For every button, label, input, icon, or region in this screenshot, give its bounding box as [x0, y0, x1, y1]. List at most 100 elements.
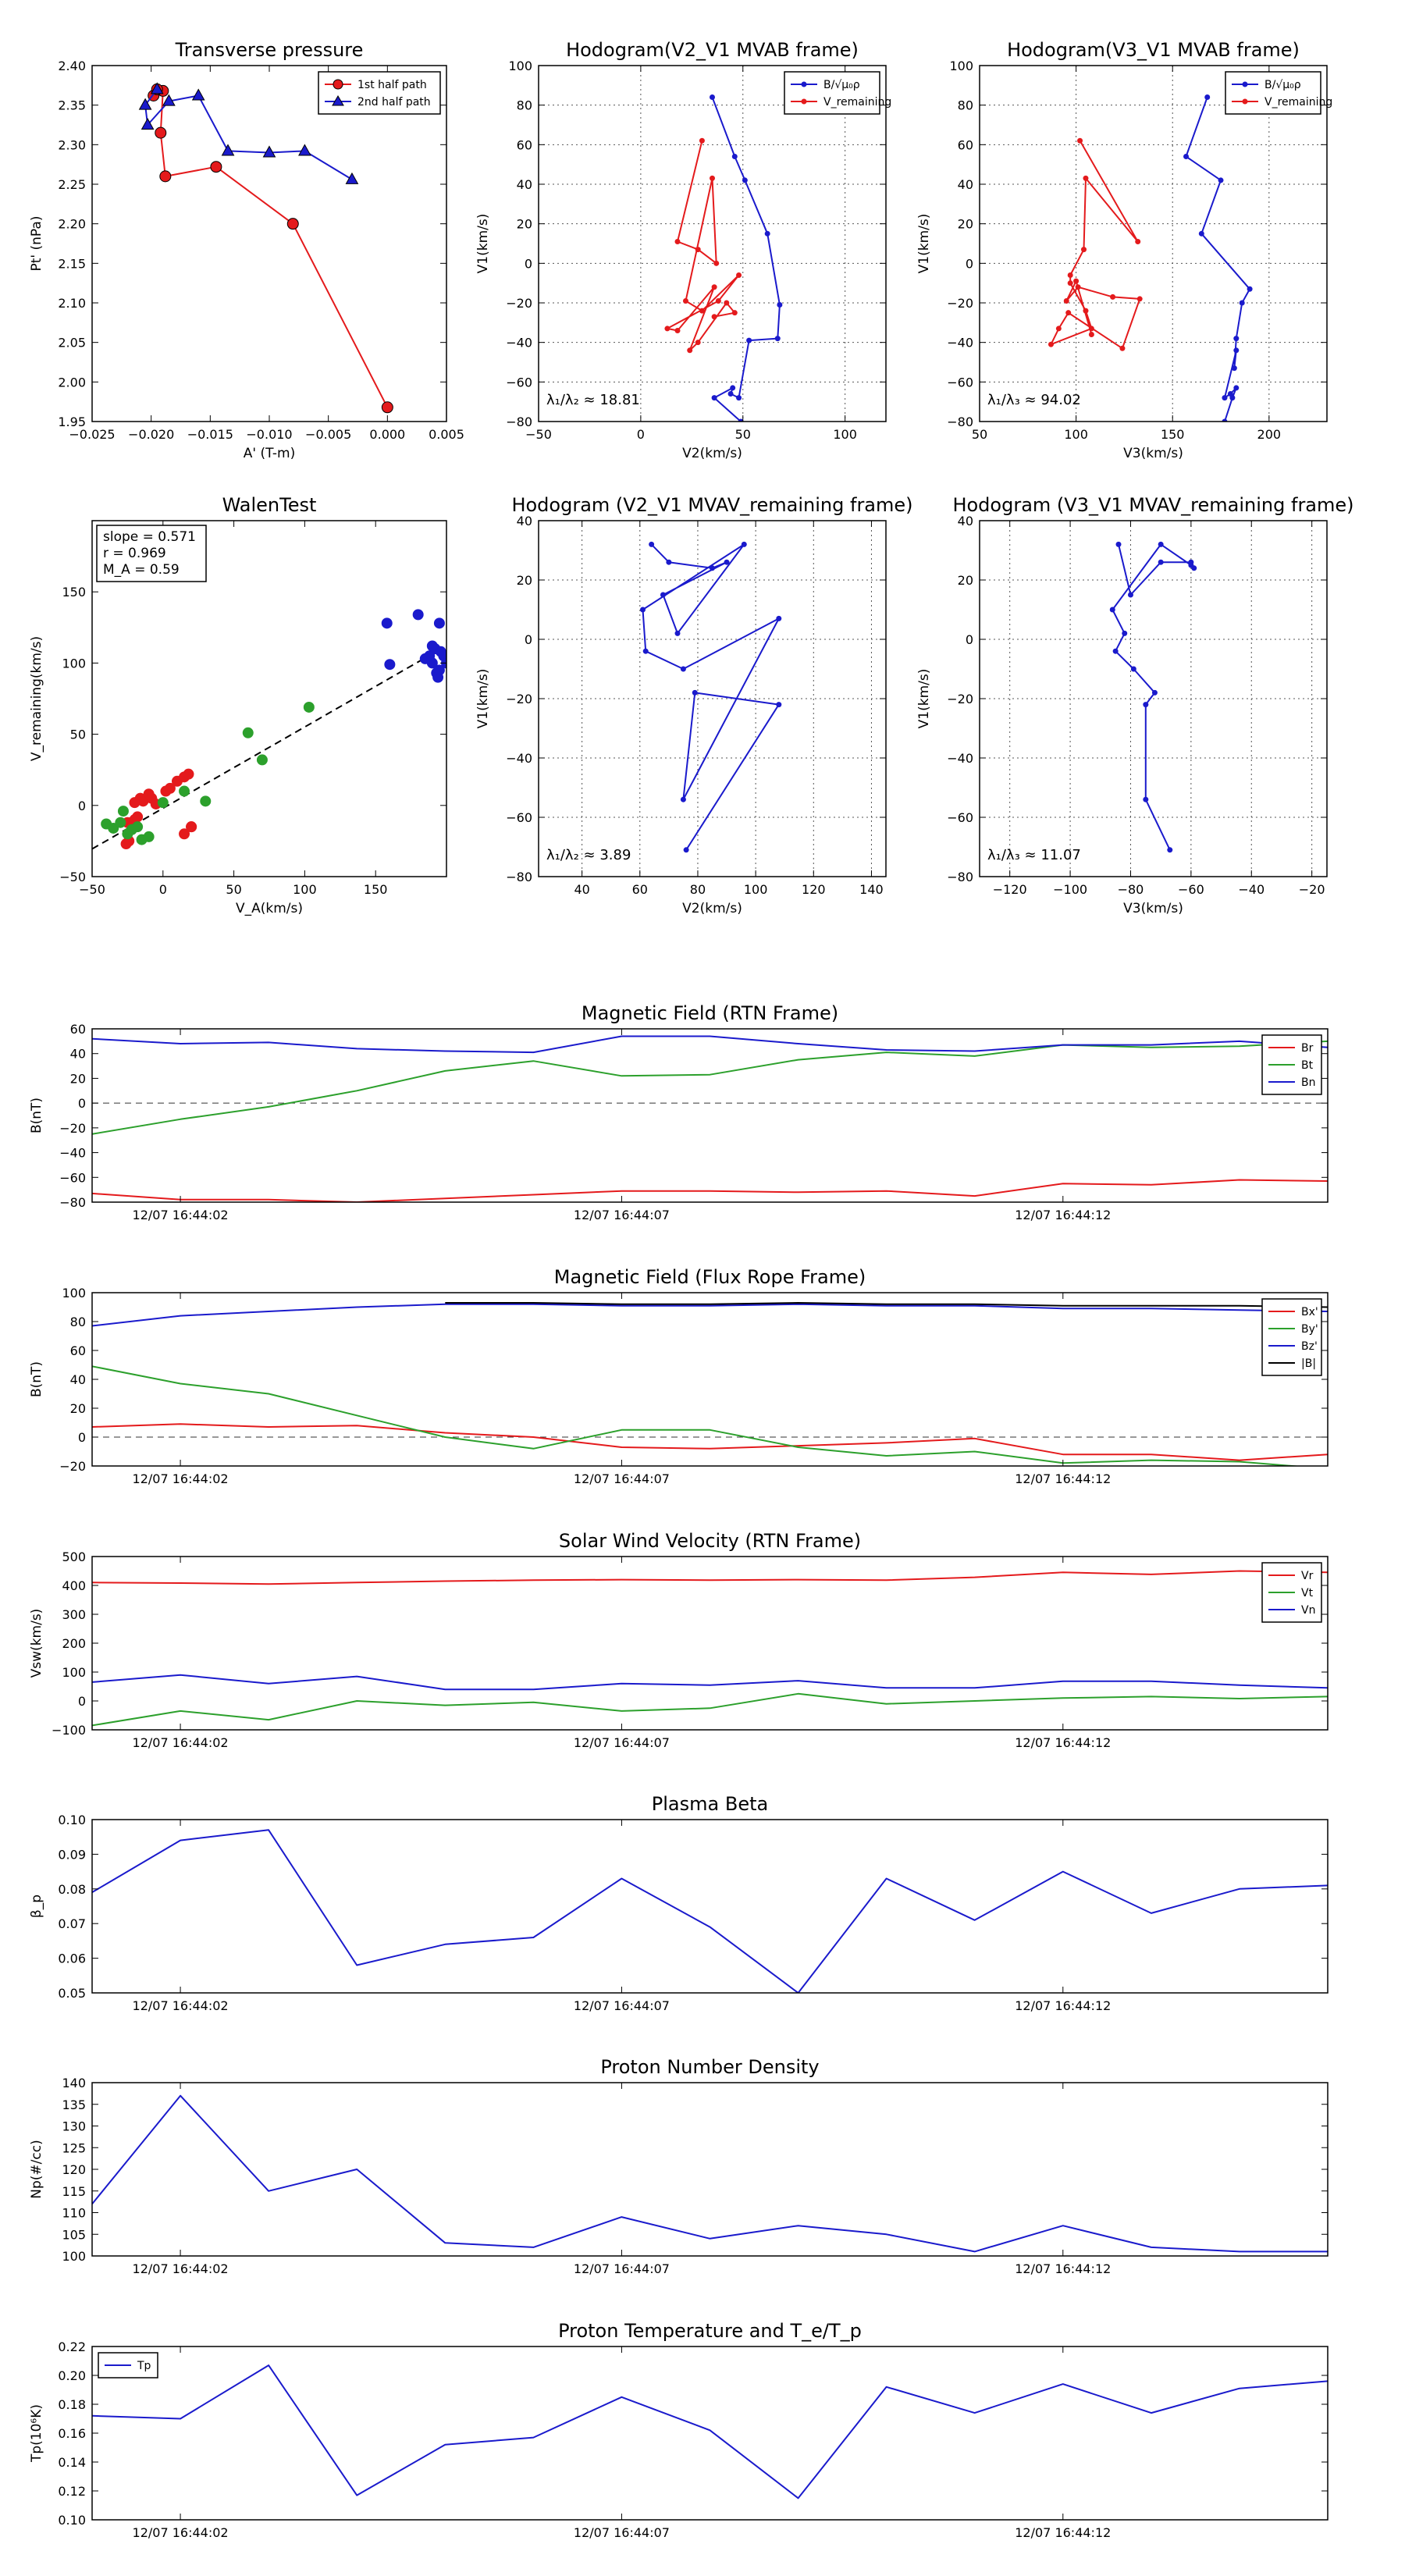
legend-label: Tp [137, 2360, 151, 2372]
eigenvalue-ratio-annotation: λ₁/λ₂ ≈ 18.81 [546, 392, 640, 408]
data-point [1063, 297, 1069, 304]
x-tick-label: 12/07 16:44:12 [1015, 2525, 1111, 2540]
series-vsw-0 [92, 1570, 1328, 1585]
y-tick-label: −20 [506, 296, 532, 311]
y-axis-label: Tp(10⁶K) [29, 2404, 44, 2463]
legend-marker [333, 79, 343, 90]
x-tick-label: 100 [1064, 427, 1088, 442]
data-point [710, 94, 715, 101]
data-point [642, 648, 649, 654]
data-point [711, 395, 717, 401]
y-tick-label: −20 [506, 692, 532, 706]
series-line [152, 88, 389, 408]
data-point [155, 126, 167, 139]
y-tick-label: 110 [62, 2206, 86, 2221]
y-tick-label: 2.30 [58, 137, 86, 152]
y-tick-label: 100 [949, 59, 973, 73]
data-point [1109, 607, 1115, 613]
y-axis-label: B(nT) [29, 1098, 44, 1133]
y-tick-label: −40 [59, 1146, 86, 1161]
data-point [1110, 294, 1116, 300]
y-tick-label: 120 [62, 2162, 86, 2177]
y-tick-label: 40 [958, 177, 973, 192]
plot-frame [91, 1292, 1329, 1467]
data-point [1048, 341, 1054, 347]
data-point [664, 326, 670, 332]
chart-title: Hodogram(V3_V1 MVAB frame) [1007, 39, 1300, 61]
y-tick-label: 130 [62, 2119, 86, 2134]
x-tick-label: 12/07 16:44:07 [574, 2261, 670, 2276]
x-tick-label: −100 [1053, 882, 1087, 897]
y-tick-label: 80 [958, 98, 973, 113]
series-line [92, 1040, 1328, 1135]
data-point [186, 821, 197, 833]
y-tick-label: −40 [506, 336, 532, 350]
legend: Tp [98, 2352, 158, 2379]
legend-label: By' [1301, 1323, 1318, 1336]
x-axis-label: V3(km/s) [1123, 446, 1183, 461]
data-point [157, 797, 169, 809]
data-point [764, 230, 770, 237]
data-point [164, 782, 176, 794]
y-tick-label: 100 [62, 656, 86, 671]
y-tick-label: −80 [59, 1195, 86, 1210]
data-point [200, 795, 212, 807]
y-tick-label: 40 [517, 177, 532, 192]
chart-title: Transverse pressure [175, 39, 364, 61]
y-tick-label: 125 [62, 2140, 86, 2155]
x-tick-label: 60 [632, 882, 648, 897]
data-point [683, 847, 689, 853]
chart-bflux: 12/07 16:44:02 12/07 16:44:07 12/07 16:44:… [29, 1266, 1329, 1486]
y-tick-label: 105 [62, 2227, 86, 2242]
y-tick-label: 0.05 [58, 1986, 86, 2001]
y-tick-label: 1.95 [58, 415, 86, 429]
x-tick-label: 12/07 16:44:12 [1015, 1735, 1111, 1750]
y-tick-label: 60 [958, 137, 973, 152]
y-tick-label: −40 [506, 751, 532, 766]
series-line [92, 1365, 1302, 1466]
series-line [92, 2364, 1328, 2500]
data-point [713, 260, 720, 266]
y-tick-label: −60 [59, 1170, 86, 1185]
x-tick-label: 12/07 16:44:12 [1015, 1471, 1111, 1486]
x-tick-label: 12/07 16:44:12 [1015, 2261, 1111, 2276]
data-point [179, 785, 190, 797]
y-tick-label: −60 [506, 375, 532, 390]
y-axis-label: V1(km/s) [916, 214, 932, 274]
x-tick-label: −50 [79, 882, 105, 897]
data-point [1081, 247, 1087, 253]
legend: Bx' By' Bz' |B| [1261, 1298, 1322, 1376]
legend-label: Vr [1301, 1570, 1314, 1582]
legend: Br Bt Bn [1261, 1034, 1322, 1095]
series-bflux-2 [92, 1303, 1328, 1327]
y-tick-label: −80 [947, 870, 973, 884]
data-point [741, 541, 747, 547]
data-point [727, 391, 734, 397]
x-tick-label: 0 [637, 427, 645, 442]
data-point [191, 88, 205, 101]
series-line [92, 1829, 1328, 1993]
x-tick-label: 40 [574, 882, 589, 897]
x-tick-label: −80 [1118, 882, 1144, 897]
data-point [1115, 541, 1122, 547]
data-point [711, 284, 717, 290]
y-tick-label: −40 [947, 336, 973, 350]
y-tick-label: 40 [70, 1047, 86, 1062]
data-point [1239, 300, 1245, 306]
chart-title: Hodogram (V3_V1 MVAV_remaining frame) [952, 494, 1353, 516]
eigenvalue-ratio-annotation: λ₁/λ₃ ≈ 11.07 [987, 847, 1081, 863]
y-tick-label: 0.07 [58, 1916, 86, 1931]
data-point [1112, 648, 1119, 654]
data-point [1088, 332, 1094, 338]
x-tick-label: 12/07 16:44:07 [574, 2525, 670, 2540]
y-tick-label: 60 [517, 137, 532, 152]
data-point [1188, 562, 1194, 568]
x-tick-label: 200 [1257, 427, 1282, 442]
chart-title: Hodogram(V2_V1 MVAB frame) [566, 39, 859, 61]
x-tick-label: −120 [993, 882, 1027, 897]
data-point [1135, 238, 1141, 244]
series-h1-0 [710, 94, 783, 422]
data-point [736, 395, 742, 401]
x-tick-label: −60 [1178, 882, 1204, 897]
x-tick-label: 150 [1161, 427, 1185, 442]
